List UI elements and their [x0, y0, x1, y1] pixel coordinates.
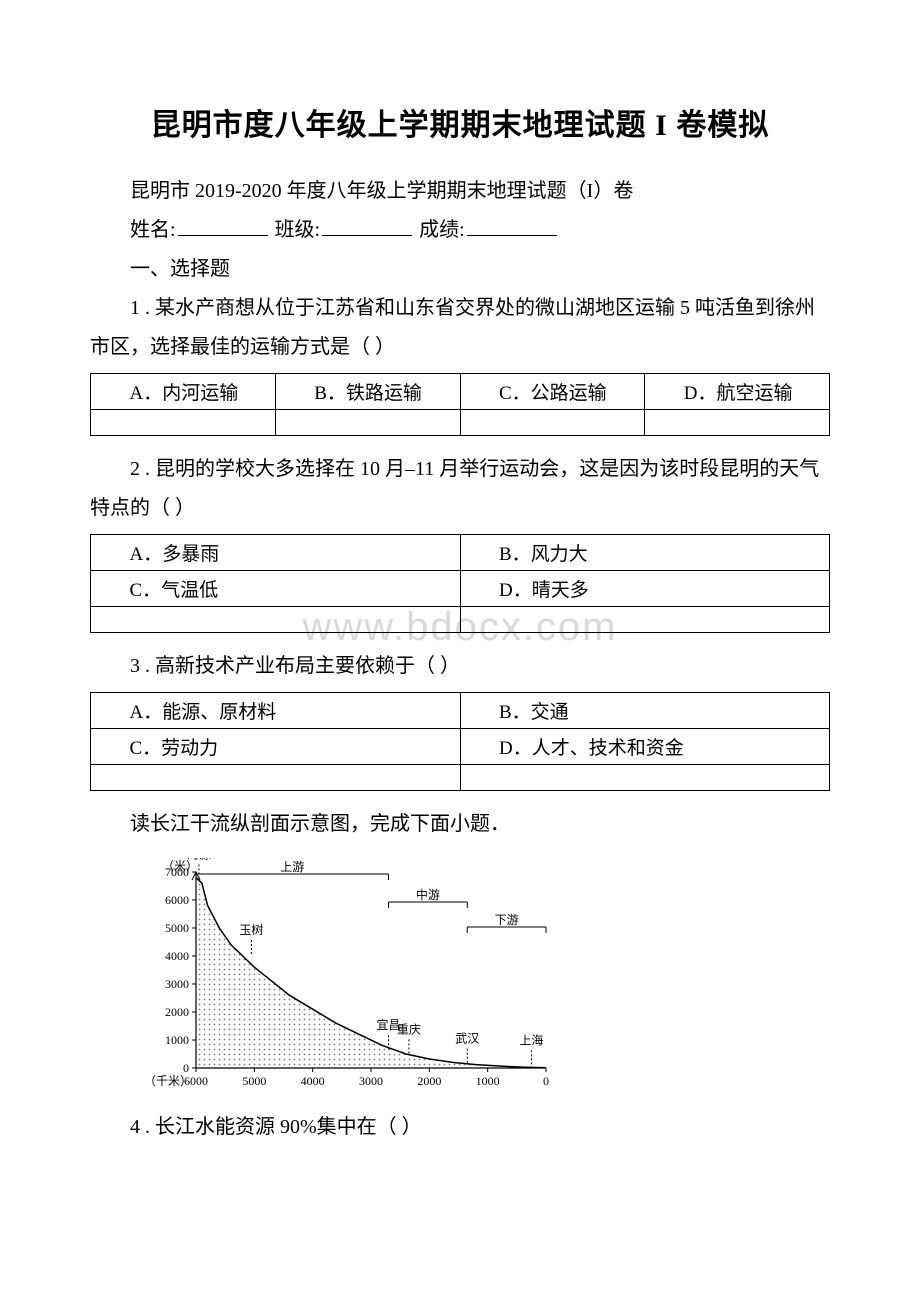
- svg-text:1000: 1000: [476, 1074, 500, 1088]
- doc-title: 昆明市度八年级上学期期末地理试题 I 卷模拟: [90, 100, 830, 144]
- name-label: 姓名:: [130, 219, 176, 241]
- svg-text:1000: 1000: [165, 1033, 189, 1047]
- svg-text:3000: 3000: [359, 1074, 383, 1088]
- svg-text:0: 0: [183, 1061, 189, 1075]
- document-content: 昆明市度八年级上学期期末地理试题 I 卷模拟 昆明市 2019-2020 年度八…: [90, 100, 830, 1147]
- q3-opt-b[interactable]: B．交通: [460, 693, 830, 729]
- svg-text:河源: 河源: [187, 858, 211, 861]
- profile-chart: 01000200030004000500060007000（米）01000200…: [138, 858, 830, 1098]
- svg-text:5000: 5000: [165, 921, 189, 935]
- svg-text:玉树: 玉树: [239, 922, 263, 937]
- class-blank[interactable]: [322, 216, 412, 236]
- svg-text:中游: 中游: [416, 887, 440, 902]
- q2-opt-d[interactable]: D．晴天多: [460, 571, 830, 607]
- q3-opt-a[interactable]: A．能源、原材料: [91, 693, 461, 729]
- q3-opt-d[interactable]: D．人才、技术和资金: [460, 729, 830, 765]
- q2-text: 2 . 昆明的学校大多选择在 10 月–11 月举行运动会，这是因为该时段昆明的…: [90, 450, 830, 528]
- svg-text:3000: 3000: [165, 977, 189, 991]
- svg-text:2000: 2000: [165, 1005, 189, 1019]
- svg-text:4000: 4000: [301, 1074, 325, 1088]
- q1-options-table: A．内河运输 B．铁路运输 C．公路运输 D．航空运输: [90, 373, 830, 436]
- svg-text:上游: 上游: [280, 860, 304, 874]
- q1-opt-a[interactable]: A．内河运输: [91, 374, 276, 410]
- q2-opt-a[interactable]: A．多暴雨: [91, 535, 461, 571]
- section-heading: 一、选择题: [90, 250, 830, 289]
- svg-text:6000: 6000: [165, 893, 189, 907]
- q2-opt-b[interactable]: B．风力大: [460, 535, 830, 571]
- score-blank[interactable]: [467, 216, 557, 236]
- score-label: 成绩:: [419, 219, 465, 241]
- q1-opt-d[interactable]: D．航空运输: [645, 374, 830, 410]
- svg-text:（千米）: （千米）: [144, 1074, 192, 1088]
- svg-text:5000: 5000: [242, 1074, 266, 1088]
- svg-text:2000: 2000: [417, 1074, 441, 1088]
- q3-text: 3 . 高新技术产业布局主要依赖于（ ）: [90, 647, 830, 686]
- q1-opt-b[interactable]: B．铁路运输: [275, 374, 460, 410]
- q3-options-table: A．能源、原材料 B．交通 C．劳动力 D．人才、技术和资金: [90, 692, 830, 791]
- q2-opt-c[interactable]: C．气温低: [91, 571, 461, 607]
- svg-text:下游: 下游: [495, 913, 519, 927]
- class-label: 班级:: [275, 219, 321, 241]
- svg-text:武汉: 武汉: [455, 1032, 479, 1046]
- svg-text:重庆: 重庆: [397, 1022, 421, 1036]
- name-blank[interactable]: [178, 216, 268, 236]
- info-line: 姓名: 班级: 成绩:: [90, 211, 830, 250]
- q1-opt-c[interactable]: C．公路运输: [460, 374, 645, 410]
- svg-text:上海: 上海: [519, 1032, 543, 1047]
- q3-opt-c[interactable]: C．劳动力: [91, 729, 461, 765]
- chart-svg: 01000200030004000500060007000（米）01000200…: [138, 858, 558, 1098]
- q1-text: 1 . 某水产商想从位于江苏省和山东省交界处的微山湖地区运输 5 吨活鱼到徐州市…: [90, 289, 830, 367]
- svg-text:0: 0: [543, 1074, 549, 1088]
- q2-options-table: A．多暴雨 B．风力大 C．气温低 D．晴天多: [90, 534, 830, 633]
- q4-text: 4 . 长江水能资源 90%集中在（ ）: [90, 1108, 830, 1147]
- svg-text:4000: 4000: [165, 949, 189, 963]
- subtitle: 昆明市 2019-2020 年度八年级上学期期末地理试题（I）卷: [90, 172, 830, 211]
- pre-chart-text: 读长江干流纵剖面示意图，完成下面小题．: [90, 805, 830, 844]
